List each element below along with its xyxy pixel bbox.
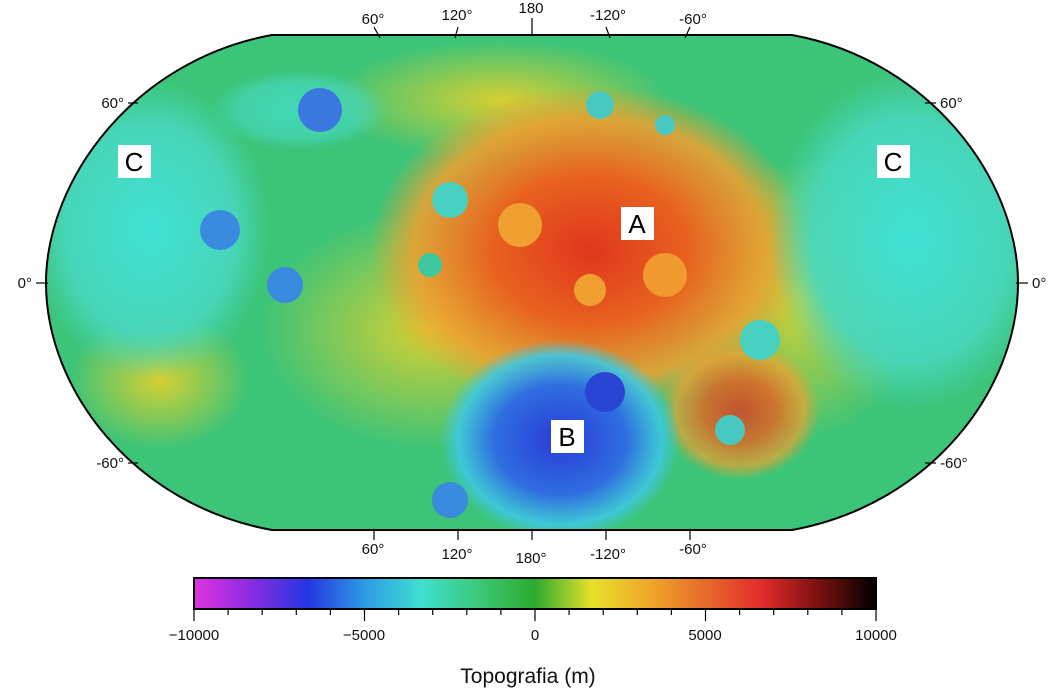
region-label-a: A [621, 207, 654, 240]
lon-tick-top-label: -120° [590, 7, 626, 24]
region-a-highlands [370, 85, 810, 415]
lon-tick-bottom-label: 180° [515, 550, 546, 567]
lon-ticks-bottom: 60° 120° 180° -120° -60° [362, 530, 707, 567]
region-label-b-text: B [558, 422, 575, 452]
map-body [46, 35, 1018, 530]
lon-tick-top-label: 60° [362, 11, 385, 28]
region-label-c-east-text: C [884, 147, 903, 177]
lon-tick-bottom-label: 60° [362, 541, 385, 558]
region-label-c-west-text: C [125, 147, 144, 177]
lon-tick-top-label: -60° [679, 11, 707, 28]
colorbar: −10000 −5000 0 5000 10000 Topografia (m) [169, 577, 897, 688]
lon-tick-top-label: 180 [518, 0, 543, 17]
region-c-east-lowlands [770, 70, 1018, 410]
colorbar-tick-label: 0 [531, 627, 539, 644]
lat-tick-left-label: 0° [18, 275, 32, 292]
lon-tick-bottom-label: -120° [590, 546, 626, 563]
map-border [44, 34, 1020, 531]
colorbar-tick-label: 5000 [688, 627, 721, 644]
lat-ticks-left: 60° 0° -60° [18, 95, 138, 472]
lat-tick-left-label: -60° [96, 455, 124, 472]
colorbar-tick-label: 10000 [855, 627, 897, 644]
region-label-b: B [551, 420, 584, 453]
colorbar-gradient [193, 577, 877, 610]
lat-tick-right-label: 0° [1032, 275, 1046, 292]
lat-tick-right-label: -60° [940, 455, 968, 472]
lat-tick-right-label: 60° [940, 95, 963, 112]
region-c-west-lowlands [46, 80, 270, 380]
region-label-c-east: C [877, 145, 910, 178]
region-label-c-west: C [118, 145, 151, 178]
region-label-a-text: A [628, 209, 646, 239]
lon-ticks-top: 60° 120° 180 -120° -60° [362, 0, 707, 39]
colorbar-title: Topografia (m) [460, 665, 595, 688]
lat-tick-left-label: 60° [101, 95, 124, 112]
colorbar-tick-label: −5000 [343, 627, 385, 644]
colorbar-ticks [193, 609, 877, 621]
colorbar-tick-label: −10000 [169, 627, 219, 644]
lon-tick-bottom-label: 120° [441, 546, 472, 563]
lon-tick-top-label: 120° [441, 7, 472, 24]
lat-ticks-right: 60° 0° -60° [925, 95, 1046, 472]
lon-tick-bottom-label: -60° [679, 541, 707, 558]
